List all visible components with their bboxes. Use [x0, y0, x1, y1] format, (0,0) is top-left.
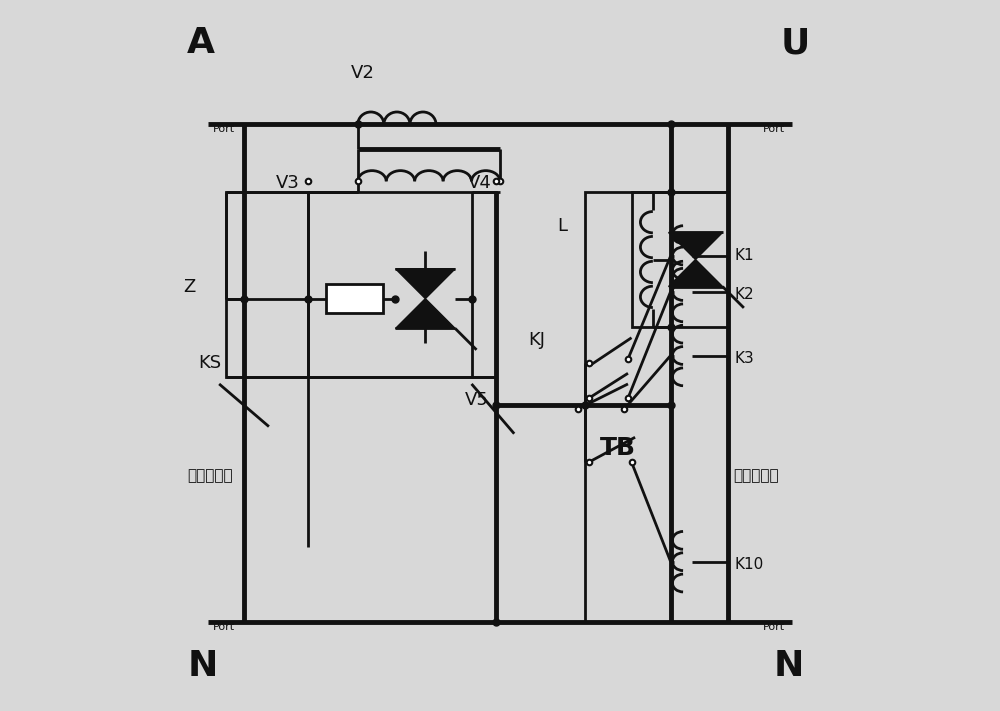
- Text: L: L: [557, 217, 567, 235]
- Bar: [226, 192, 496, 377]
- Text: V2: V2: [351, 64, 375, 82]
- Text: N: N: [187, 648, 218, 683]
- Text: 稳压器输入: 稳压器输入: [187, 468, 233, 483]
- Text: Z: Z: [184, 277, 196, 296]
- Text: K2: K2: [735, 287, 754, 301]
- Text: A: A: [187, 26, 215, 60]
- Polygon shape: [669, 260, 723, 287]
- Text: K3: K3: [735, 351, 754, 365]
- Text: U: U: [781, 26, 810, 60]
- Text: K1: K1: [735, 247, 754, 262]
- Text: TB: TB: [600, 436, 636, 460]
- Text: V3: V3: [276, 174, 300, 193]
- Text: KS: KS: [198, 353, 221, 372]
- Text: Port: Port: [213, 622, 235, 632]
- Bar: [585, 192, 728, 622]
- Bar: [632, 192, 728, 327]
- Polygon shape: [669, 232, 723, 260]
- Text: V5: V5: [464, 391, 488, 410]
- Text: KJ: KJ: [528, 331, 545, 349]
- Text: N: N: [774, 648, 804, 683]
- Text: V4: V4: [468, 174, 492, 193]
- Polygon shape: [395, 299, 455, 328]
- Text: K10: K10: [735, 557, 764, 572]
- Polygon shape: [395, 269, 455, 299]
- Text: 稳压器输出: 稳压器输出: [733, 468, 779, 483]
- Text: Port: Port: [213, 124, 235, 134]
- Text: Port: Port: [763, 622, 785, 632]
- Bar: [326, 284, 383, 313]
- Text: Port: Port: [763, 124, 785, 134]
